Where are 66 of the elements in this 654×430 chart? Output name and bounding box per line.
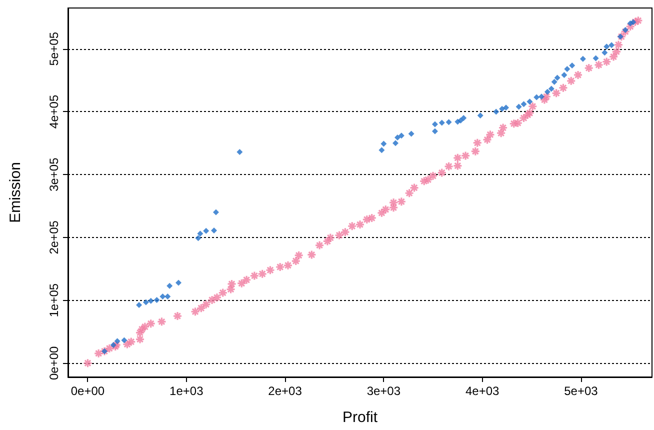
point (551, 78, 558, 85)
point (154, 296, 160, 303)
y-tick-label: 4e+05 (47, 94, 61, 129)
point (458, 118, 464, 124)
point (604, 44, 610, 50)
point (392, 140, 399, 146)
point (203, 228, 210, 234)
point (142, 299, 149, 306)
point (236, 148, 243, 155)
point (432, 128, 438, 134)
point (432, 121, 438, 128)
y-tick-label: 2e+05 (47, 220, 61, 254)
point (195, 235, 202, 242)
point (526, 98, 533, 105)
point (580, 56, 586, 62)
point (398, 132, 404, 139)
point (110, 342, 116, 348)
point (554, 74, 560, 81)
y-axis-title: Emission (7, 162, 24, 223)
point (538, 94, 545, 100)
point (211, 228, 217, 234)
point (622, 27, 628, 33)
point (114, 338, 120, 344)
point (394, 134, 400, 140)
point (548, 86, 554, 92)
point (544, 88, 550, 95)
point (408, 130, 414, 137)
point (602, 50, 608, 56)
point (197, 230, 204, 237)
point (136, 302, 142, 308)
point (380, 140, 387, 147)
point (160, 294, 166, 300)
x-tick-label: 1e+03 (170, 384, 204, 398)
point (438, 120, 445, 126)
point (164, 294, 171, 300)
point (493, 108, 500, 115)
point (503, 104, 509, 111)
point (121, 337, 128, 344)
point (561, 72, 568, 78)
point (608, 42, 615, 48)
point (460, 115, 467, 122)
point (564, 66, 570, 72)
point (477, 112, 484, 118)
point (534, 94, 540, 100)
x-tick-label: 4e+03 (465, 384, 500, 398)
x-tick-label: 0e+00 (70, 384, 105, 398)
y-tick-label: 3e+05 (47, 157, 61, 192)
point (166, 282, 173, 289)
point (630, 19, 636, 26)
x-tick-label: 5e+03 (564, 384, 598, 398)
point (212, 209, 219, 216)
x-axis-title: Profit (342, 409, 378, 426)
point (148, 298, 154, 304)
point (175, 280, 182, 286)
x-tick-label: 2e+03 (268, 384, 302, 398)
point (569, 62, 576, 69)
y-tick-label: 1e+05 (47, 283, 61, 318)
point (446, 119, 452, 126)
y-tick-label: 5e+05 (47, 32, 61, 66)
x-tick-label: 3e+03 (366, 384, 401, 398)
point (617, 34, 624, 40)
point (520, 101, 527, 108)
point (499, 106, 506, 112)
point (378, 147, 385, 154)
point (592, 55, 599, 62)
point (516, 104, 522, 110)
